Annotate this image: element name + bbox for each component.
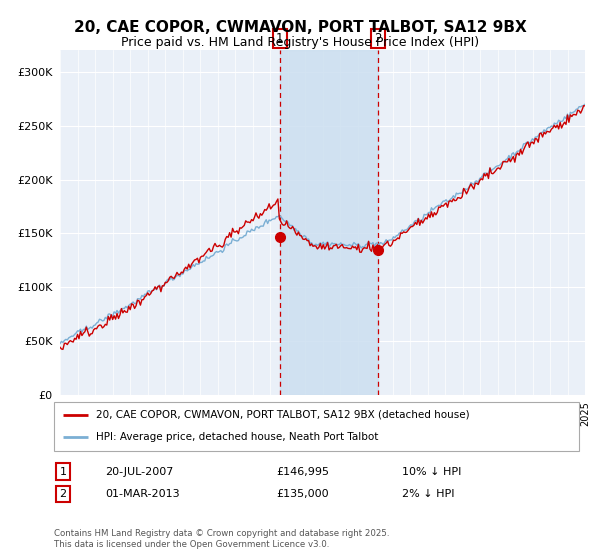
Text: 2: 2 [374,32,382,45]
Text: 1: 1 [276,32,283,45]
Text: £146,995: £146,995 [276,466,329,477]
Text: 2% ↓ HPI: 2% ↓ HPI [402,489,455,499]
Text: 1: 1 [59,466,67,477]
Text: 10% ↓ HPI: 10% ↓ HPI [402,466,461,477]
Text: 01-MAR-2013: 01-MAR-2013 [105,489,179,499]
Text: HPI: Average price, detached house, Neath Port Talbot: HPI: Average price, detached house, Neat… [96,432,379,442]
Bar [280,50,378,395]
Text: 20-JUL-2007: 20-JUL-2007 [105,466,173,477]
Text: 2: 2 [59,489,67,499]
Text: £135,000: £135,000 [276,489,329,499]
FancyBboxPatch shape [54,402,579,451]
Text: 20, CAE COPOR, CWMAVON, PORT TALBOT, SA12 9BX (detached house): 20, CAE COPOR, CWMAVON, PORT TALBOT, SA1… [96,410,470,420]
Text: Contains HM Land Registry data © Crown copyright and database right 2025.
This d: Contains HM Land Registry data © Crown c… [54,529,389,549]
Text: Price paid vs. HM Land Registry's House Price Index (HPI): Price paid vs. HM Land Registry's House … [121,36,479,49]
Text: 20, CAE COPOR, CWMAVON, PORT TALBOT, SA12 9BX: 20, CAE COPOR, CWMAVON, PORT TALBOT, SA1… [74,20,526,35]
